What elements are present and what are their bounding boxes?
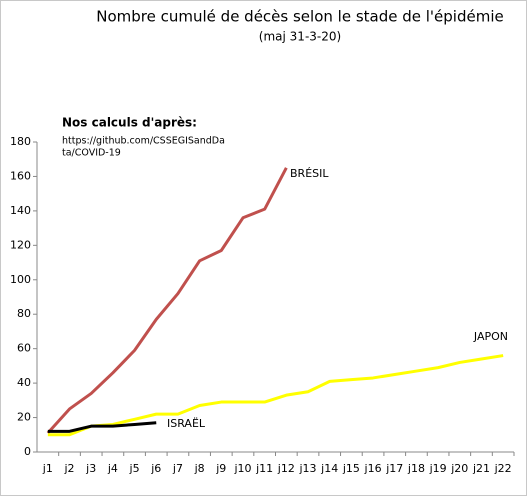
x-tick-label: j20	[450, 462, 468, 475]
annotation-source: ta/COVID-19	[62, 148, 121, 159]
series-line	[47, 421, 157, 433]
x-tick-label: j1	[42, 462, 53, 475]
y-tick-label: 100	[10, 273, 31, 286]
y-tick-label: 120	[10, 238, 31, 251]
annotation-source: https://github.com/CSSEGISandDa	[62, 136, 225, 147]
x-tick-label: j14	[320, 462, 338, 475]
y-tick-label: 160	[10, 169, 31, 182]
x-tick-label: j17	[385, 462, 403, 475]
x-tick-label: j11	[255, 462, 273, 475]
x-tick-label: j10	[233, 462, 251, 475]
y-tick-label: 0	[24, 445, 31, 458]
y-tick-label: 20	[17, 411, 31, 424]
y-tick-label: 180	[10, 135, 31, 148]
x-tick-label: j7	[172, 462, 183, 475]
series-line	[47, 354, 504, 437]
x-tick-label: j2	[63, 462, 74, 475]
x-tick-label: j22	[494, 462, 512, 475]
x-tick-label: j5	[129, 462, 140, 475]
y-tick-label: 80	[17, 307, 31, 320]
x-tick-label: j16	[364, 462, 382, 475]
series-label: JAPON	[473, 330, 508, 343]
x-tick-label: j18	[407, 462, 425, 475]
x-tick-label: j19	[429, 462, 447, 475]
x-tick-label: j6	[150, 462, 161, 475]
chart-subtitle: (maj 31-3-20)	[259, 30, 341, 44]
annotation-heading: Nos calculs d'après:	[62, 116, 197, 130]
x-tick-label: j12	[277, 462, 295, 475]
x-tick-label: j15	[342, 462, 360, 475]
x-tick-label: j21	[472, 462, 490, 475]
series-label: BRÉSIL	[290, 167, 329, 180]
x-tick-label: j3	[85, 462, 96, 475]
y-tick-label: 140	[10, 204, 31, 217]
x-tick-label: j8	[194, 462, 205, 475]
series-label: ISRAËL	[167, 417, 206, 430]
x-tick-label: j13	[298, 462, 316, 475]
series-line	[46, 167, 288, 435]
y-tick-label: 40	[17, 376, 31, 389]
chart-title: Nombre cumulé de décès selon le stade de…	[96, 8, 503, 26]
x-tick-label: j4	[107, 462, 118, 475]
x-tick-label: j9	[215, 462, 226, 475]
y-tick-label: 60	[17, 342, 31, 355]
